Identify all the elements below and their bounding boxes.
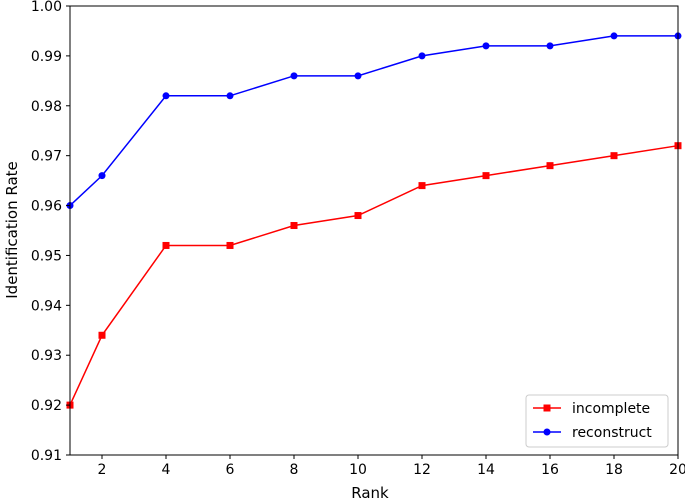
y-tick-label: 1.00 <box>31 0 62 15</box>
data-point-reconstruct <box>610 32 618 40</box>
y-axis-ticks: 0.91 0.92 0.93 0.94 0.95 0.96 0.97 0.98 0.99 1.00 <box>31 0 70 464</box>
data-point-reconstruct <box>226 92 234 100</box>
data-point-reconstruct <box>354 72 362 80</box>
x-tick-label: 18 <box>605 462 623 478</box>
series-line-incomplete <box>69 144 679 406</box>
y-tick-label: 0.95 <box>31 248 62 264</box>
data-point-incomplete <box>610 152 618 160</box>
x-axis-label: Rank <box>351 484 389 502</box>
x-tick-label: 20 <box>669 462 685 478</box>
y-tick-label: 0.94 <box>31 298 62 314</box>
legend-label-incomplete: incomplete <box>572 401 650 417</box>
y-tick-label: 0.96 <box>31 199 62 215</box>
x-tick-label: 16 <box>541 462 559 478</box>
y-tick-label: 0.93 <box>31 348 62 364</box>
data-point-reconstruct <box>482 42 490 50</box>
data-point-reconstruct <box>98 172 106 180</box>
y-axis-label: Identification Rate <box>3 161 21 299</box>
data-point-incomplete <box>290 222 298 230</box>
legend: incomplete reconstruct <box>525 394 669 448</box>
y-tick-label: 0.92 <box>31 398 62 414</box>
y-tick-label: 0.97 <box>31 149 62 165</box>
x-tick-label: 12 <box>413 462 431 478</box>
legend-box <box>525 394 669 448</box>
legend-marker-reconstruct <box>543 428 551 436</box>
data-point-incomplete <box>226 241 234 249</box>
data-point-reconstruct <box>546 42 554 50</box>
x-tick-label: 4 <box>162 462 171 478</box>
x-axis-ticks: 2 4 6 8 10 12 14 16 18 20 <box>98 455 685 478</box>
data-point-incomplete <box>354 212 362 220</box>
x-tick-label: 2 <box>98 462 107 478</box>
legend-marker-incomplete <box>543 404 551 412</box>
data-point-incomplete <box>98 331 106 339</box>
series-line-reconstruct <box>69 35 678 207</box>
data-point-reconstruct <box>162 92 170 100</box>
x-tick-label: 8 <box>290 462 299 478</box>
legend-entry-incomplete: incomplete <box>533 401 650 417</box>
plot-area <box>66 32 682 409</box>
data-point-incomplete <box>546 162 554 170</box>
legend-label-reconstruct: reconstruct <box>572 425 652 441</box>
y-tick-label: 0.98 <box>31 99 62 115</box>
data-point-incomplete <box>482 172 490 180</box>
legend-entry-reconstruct: reconstruct <box>533 425 652 441</box>
y-tick-label: 0.91 <box>31 448 62 464</box>
data-point-incomplete <box>162 241 170 249</box>
data-point-incomplete <box>418 182 426 190</box>
data-point-reconstruct <box>290 72 298 80</box>
data-point-reconstruct <box>418 52 426 60</box>
x-tick-label: 10 <box>349 462 367 478</box>
x-tick-label: 6 <box>226 462 235 478</box>
x-tick-label: 14 <box>477 462 495 478</box>
axes-frame <box>69 5 679 456</box>
y-tick-label: 0.99 <box>31 49 62 65</box>
